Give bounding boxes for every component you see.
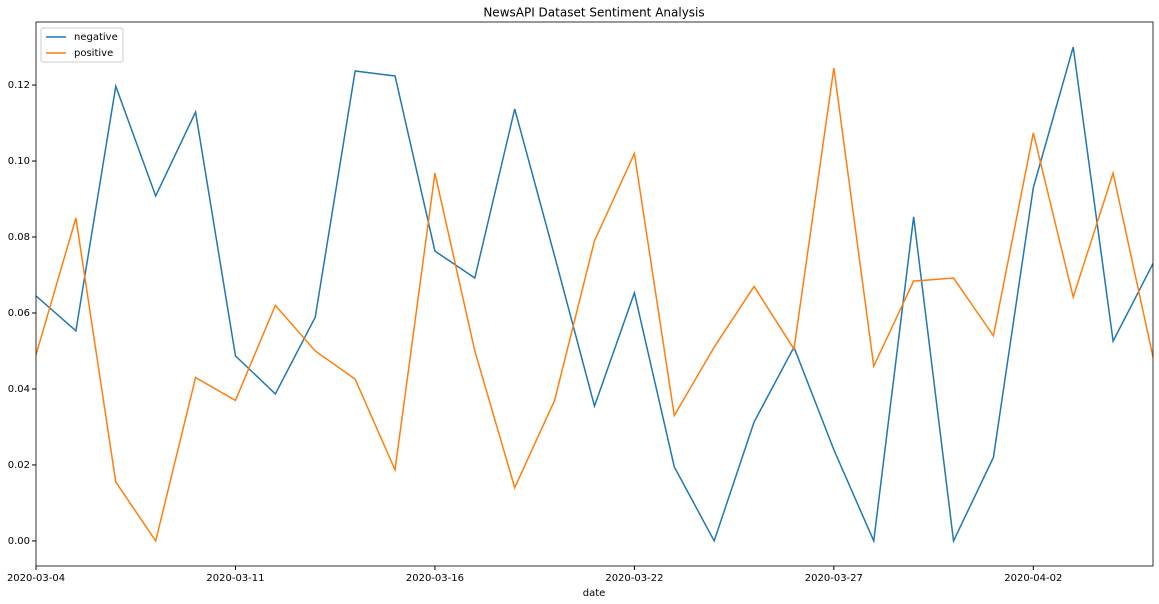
x-tick-label: 2020-03-11 xyxy=(206,573,264,584)
x-tick-label: 2020-03-04 xyxy=(7,573,65,584)
plot-frame xyxy=(35,21,1154,567)
y-tick-label: 0.02 xyxy=(8,460,30,471)
line-series xyxy=(36,67,1153,543)
line-series xyxy=(36,46,1153,544)
x-tick-label: 2020-03-16 xyxy=(406,573,464,584)
legend-label: positive xyxy=(74,48,113,59)
x-axis-label: date xyxy=(583,588,606,599)
y-tick-label: 0.10 xyxy=(8,156,30,167)
plot xyxy=(36,46,1153,544)
legend-label: negative xyxy=(74,32,118,43)
chart-title: NewsAPI Dataset Sentiment Analysis xyxy=(483,6,704,20)
y-tick-label: 0.08 xyxy=(8,232,30,243)
y-tick-label: 0.00 xyxy=(8,536,30,547)
y-tick-label: 0.04 xyxy=(8,384,30,395)
x-tick-label: 2020-03-27 xyxy=(805,573,863,584)
x-tick-label: 2020-03-22 xyxy=(605,573,663,584)
y-tick-label: 0.06 xyxy=(8,308,30,319)
y-tick-label: 0.12 xyxy=(8,80,30,91)
x-tick-label: 2020-04-02 xyxy=(1004,573,1062,584)
